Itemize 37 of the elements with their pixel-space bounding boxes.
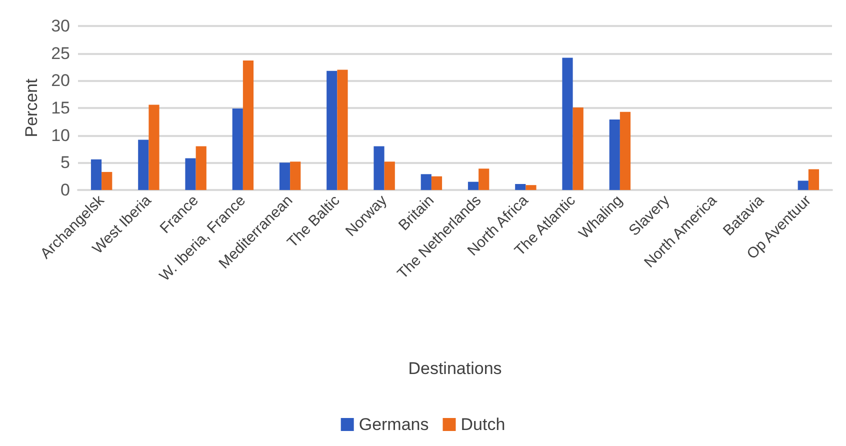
bar [468,182,479,190]
y-tick-label: 0 [60,180,70,200]
bar [242,60,254,190]
legend-label: Dutch [460,415,506,434]
bar [478,168,490,190]
bar [620,112,631,190]
bar [384,162,395,190]
y-tick-label: 15 [51,98,70,118]
bar [102,172,112,190]
bar [279,162,290,190]
bar [232,108,243,190]
bar [420,174,432,190]
x-axis-title: Destinations [408,359,502,378]
bar [326,70,338,190]
y-axis-title: Percent [22,78,42,138]
bar [374,146,384,190]
bar [185,158,196,190]
bar [609,119,620,190]
legend-label: Germans [358,415,429,434]
bar [526,185,536,190]
bar [572,107,584,190]
bar [798,180,808,190]
y-tick-label: 20 [51,71,70,90]
bar [138,140,149,190]
bar [148,104,160,190]
bar [431,176,442,190]
bar [90,159,102,190]
bar [290,162,301,190]
bar [196,146,206,190]
bar [808,169,820,190]
y-tick-label: 5 [60,153,70,172]
bar [562,58,573,190]
bar [515,184,526,190]
y-tick-label: 30 [51,16,70,36]
y-tick-label: 25 [51,44,70,63]
y-tick-label: 10 [51,126,70,145]
bar [337,70,348,190]
